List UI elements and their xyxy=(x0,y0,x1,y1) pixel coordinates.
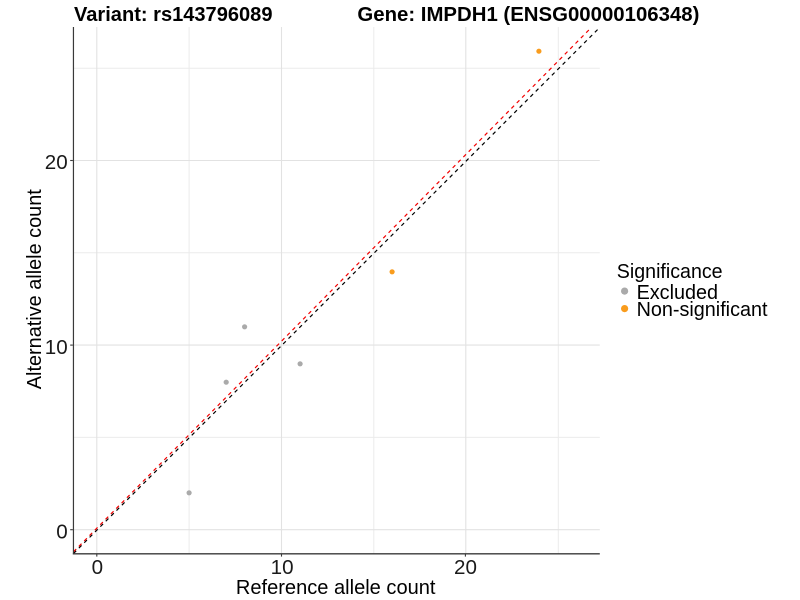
svg-text:Significance: Significance xyxy=(617,260,723,283)
svg-text:Gene: IMPDH1 (ENSG00000106348): Gene: IMPDH1 (ENSG00000106348) xyxy=(357,3,699,26)
svg-text:0: 0 xyxy=(56,520,67,543)
svg-text:Variant: rs143796089: Variant: rs143796089 xyxy=(74,3,273,26)
svg-text:20: 20 xyxy=(45,151,68,174)
svg-text:0: 0 xyxy=(92,556,103,579)
svg-text:Alternative allele count: Alternative allele count xyxy=(23,189,46,389)
svg-text:10: 10 xyxy=(45,336,68,359)
svg-text:20: 20 xyxy=(454,556,477,579)
svg-text:Excluded: Excluded xyxy=(637,281,718,304)
svg-text:10: 10 xyxy=(271,556,294,579)
svg-text:Non-significant: Non-significant xyxy=(637,298,768,321)
svg-text:Reference allele count: Reference allele count xyxy=(236,576,436,599)
